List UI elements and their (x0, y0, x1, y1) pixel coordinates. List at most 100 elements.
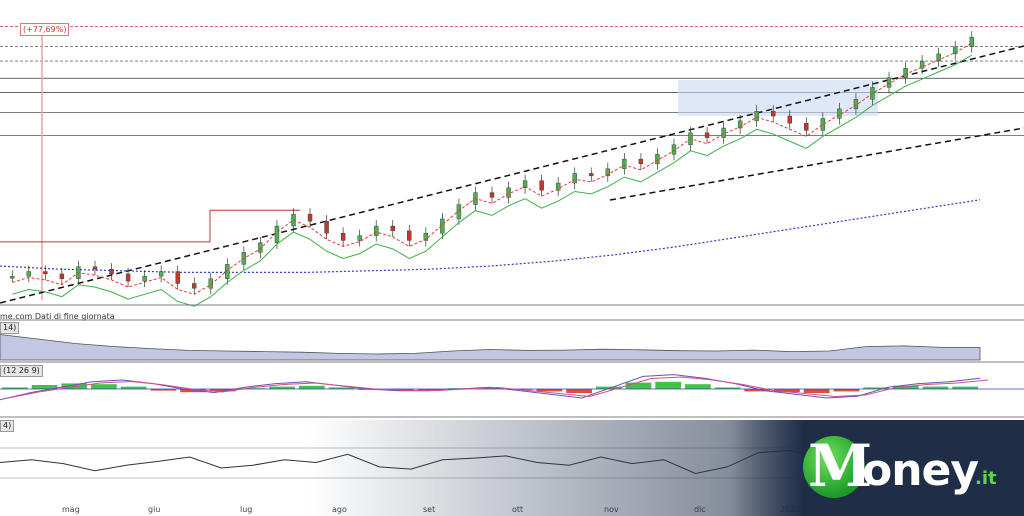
macd-histogram-bar (180, 389, 206, 393)
candle-body (589, 173, 594, 177)
candle-body (804, 123, 809, 131)
candle-body (919, 60, 925, 69)
candle-body (936, 53, 941, 62)
x-tick-label: dic (694, 505, 706, 514)
macd-histogram-bar (91, 384, 117, 389)
indicator-1-label: 14) (0, 322, 20, 334)
candle-body (274, 225, 280, 244)
macd-histogram-bar (803, 389, 830, 393)
candle-body (820, 118, 826, 131)
macd-histogram-bar (655, 381, 682, 389)
candle-body (903, 68, 908, 78)
brand-logo-text: oney (862, 445, 979, 496)
candle-body (59, 273, 65, 279)
x-tick-label: ago (332, 505, 347, 514)
price-grid (0, 26, 1024, 300)
candle-body (125, 273, 131, 282)
brand-logo-domain: .it (975, 468, 997, 489)
macd-histogram-bar (744, 389, 771, 392)
macd-pane (0, 374, 1024, 401)
pane-separators (0, 304, 1024, 418)
macd-histogram-bar (952, 386, 978, 389)
short-ma-line (12, 42, 972, 295)
macd-histogram-bar (863, 387, 889, 389)
indicator-area-fill (0, 334, 981, 361)
candle-body (952, 46, 958, 55)
trailing-stop (0, 209, 300, 243)
candle-body (555, 182, 561, 191)
candle-body (374, 225, 379, 236)
candle-body (225, 264, 230, 279)
candle-body (655, 154, 660, 165)
macd-label: (12 26 9) (0, 365, 43, 377)
candle-body (771, 111, 776, 117)
oscillator-label: 4) (0, 420, 15, 432)
macd-histogram-bar (120, 386, 147, 389)
signal-line (7, 376, 989, 399)
x-tick-label: giu (148, 505, 161, 514)
candle-body (721, 127, 726, 138)
candle-body (423, 233, 429, 241)
candle-body (754, 111, 759, 122)
candle-body (92, 266, 98, 270)
candle-body (572, 173, 577, 184)
candle-body (737, 120, 743, 129)
macd-histogram-bar (328, 387, 355, 389)
brand-logo-m: M (808, 432, 873, 500)
candle-body (43, 271, 48, 275)
consolidation-zone (678, 80, 878, 116)
brand-banner (730, 420, 1024, 516)
macd-histogram-bar (566, 389, 592, 393)
candle-body (357, 235, 362, 241)
candle-body (539, 180, 544, 191)
candle-body (26, 271, 32, 277)
macd-histogram-bar (714, 387, 741, 389)
moving-average-line (0, 199, 981, 273)
long-ma (0, 199, 981, 273)
candle-body (704, 132, 710, 138)
macd-histogram-bar (833, 389, 860, 392)
x-tick-label: lug (240, 505, 253, 514)
candle-body (638, 158, 644, 165)
candle-body (522, 180, 528, 189)
brand-logo-circle (803, 436, 865, 498)
macd-histogram-bar (685, 384, 711, 389)
candle-body (506, 187, 511, 198)
macd-histogram-bar (209, 389, 236, 392)
x-tick-label: mag (62, 505, 80, 514)
candle-body (258, 242, 263, 253)
macd-histogram-bar (31, 385, 58, 389)
indicator-area (0, 334, 981, 361)
macd-line (0, 374, 981, 401)
x-tick-label: ott (512, 505, 524, 514)
candle-body (407, 230, 412, 241)
x-tick-label: nov (604, 505, 619, 514)
candle-body (142, 276, 147, 282)
trendlines (0, 45, 1024, 304)
trendline-steep (0, 45, 1024, 304)
macd-histogram-bar (417, 389, 444, 391)
candle-body (175, 271, 180, 284)
candle-body (390, 225, 395, 232)
candle-body (853, 99, 859, 110)
candle-body (109, 268, 114, 275)
macd-histogram-bar (536, 389, 563, 392)
candle-body (886, 77, 892, 88)
x-tick-label: set (423, 505, 436, 514)
candle-body (671, 144, 677, 155)
trendline-mid (609, 127, 1024, 201)
candle-body (10, 276, 15, 279)
candle-body (837, 108, 842, 119)
macd-histogram-bar (298, 385, 325, 389)
candle-body (969, 36, 974, 47)
candle-body (307, 213, 313, 222)
macd-histogram-bar (2, 387, 28, 389)
macd-histogram-bar (892, 385, 919, 389)
candle-body (489, 192, 495, 198)
candle-body (324, 221, 329, 234)
candle-body (605, 168, 610, 177)
candle-body (158, 271, 164, 277)
macd-histogram-bar (922, 386, 949, 389)
support-line (12, 54, 972, 307)
macd-histogram-bar (61, 383, 88, 389)
